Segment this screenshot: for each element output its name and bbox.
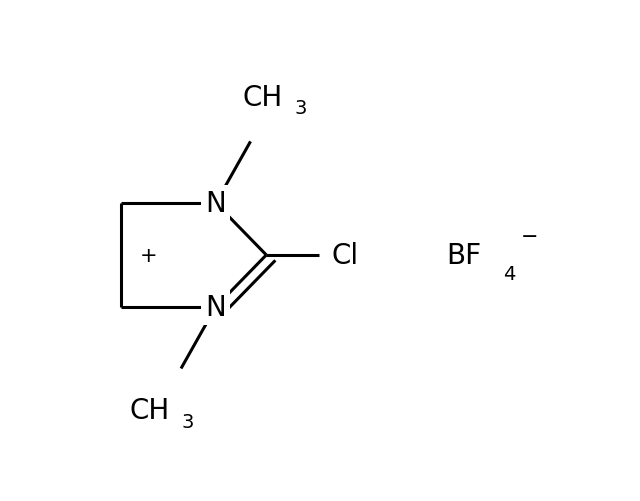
Text: 3: 3 [181, 412, 193, 431]
Text: −: − [521, 227, 538, 246]
Text: N: N [205, 190, 226, 217]
Text: +: + [140, 245, 157, 266]
Text: N: N [205, 293, 226, 321]
Text: 4: 4 [503, 265, 516, 284]
Text: 3: 3 [295, 99, 307, 118]
Text: Cl: Cl [332, 241, 358, 270]
Text: CH: CH [129, 397, 170, 424]
Text: CH: CH [243, 84, 283, 112]
Text: BF: BF [446, 241, 481, 270]
